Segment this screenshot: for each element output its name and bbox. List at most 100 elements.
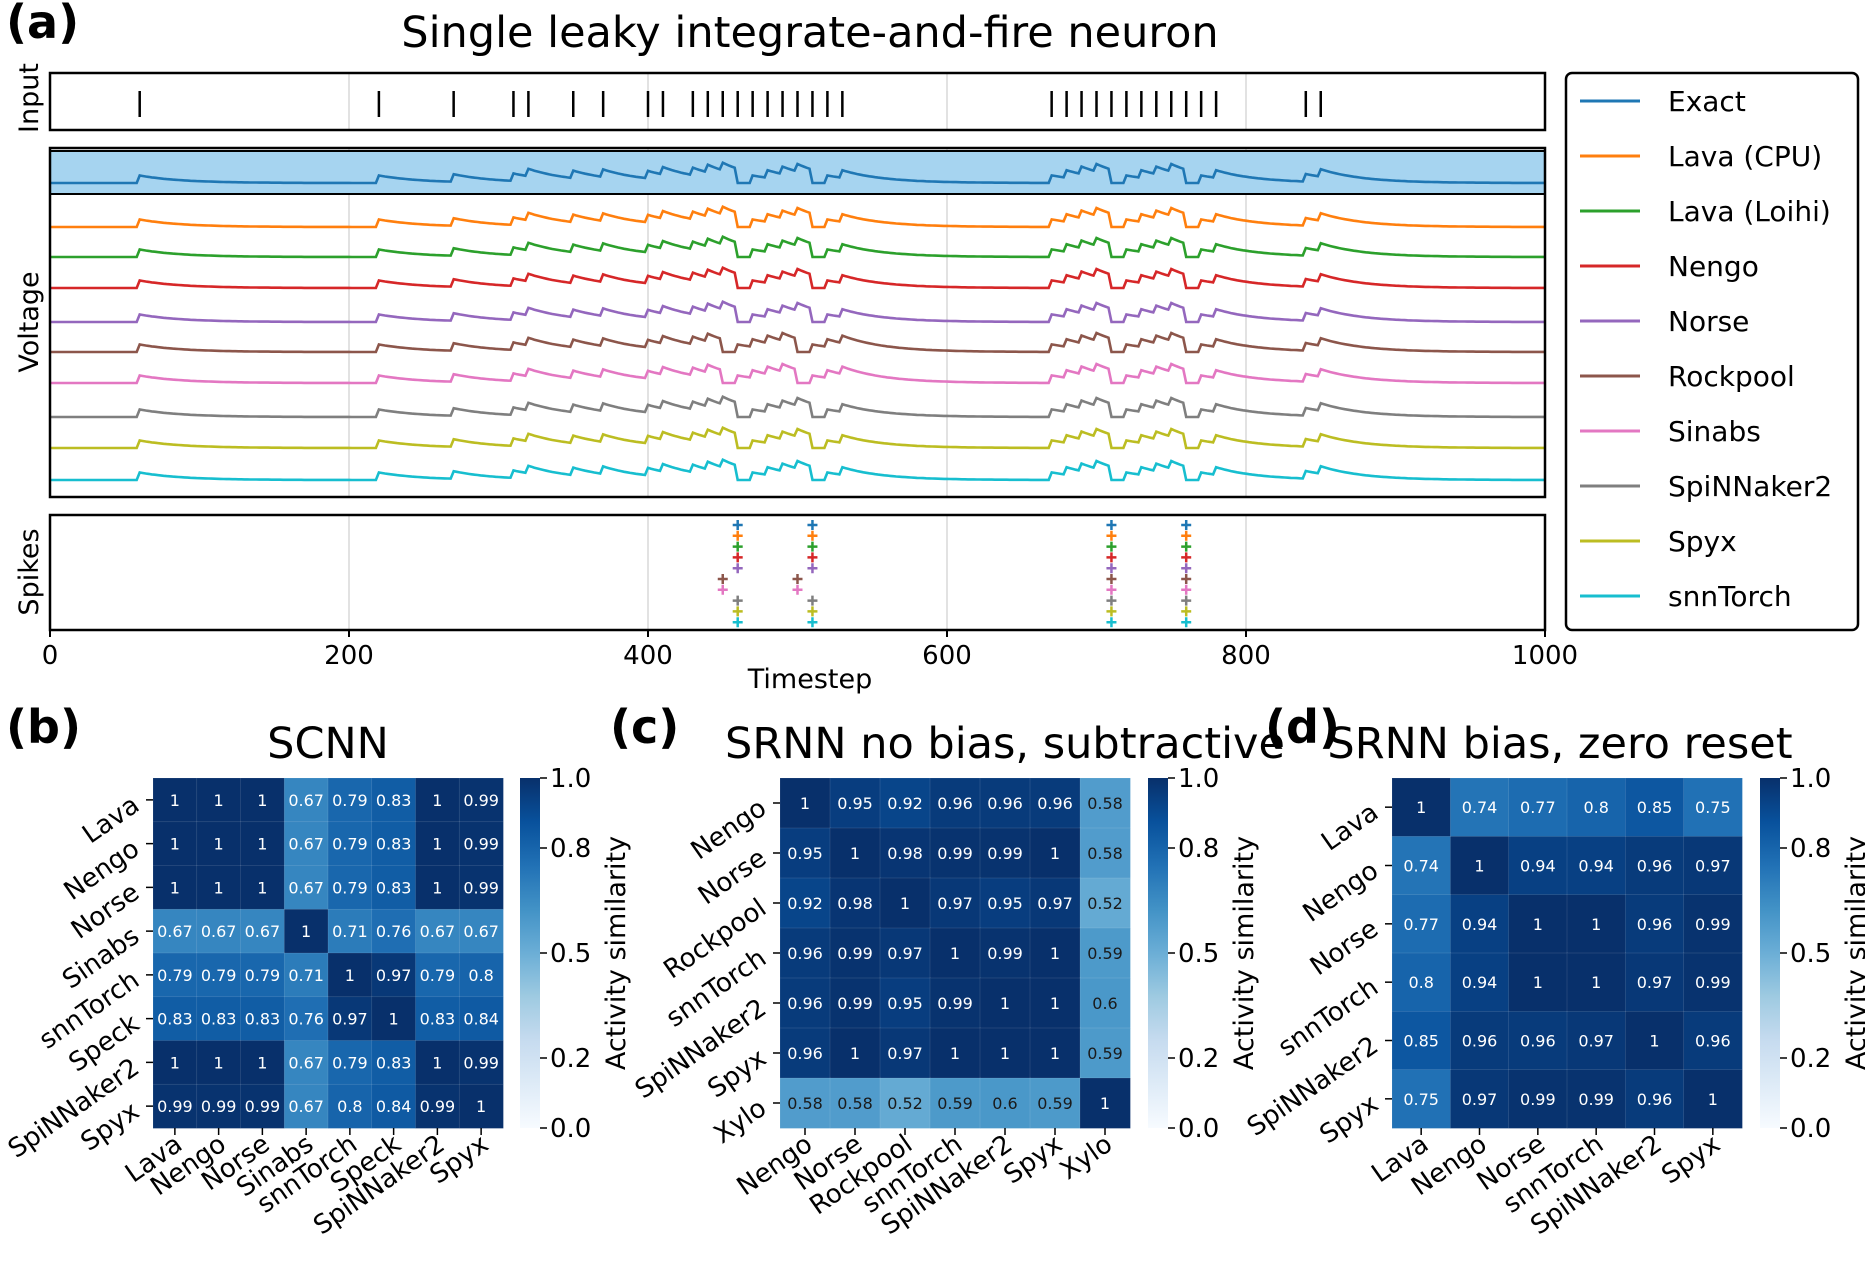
x-tick-label: Spyx bbox=[1656, 1129, 1725, 1190]
heatmap-cell bbox=[152, 952, 198, 998]
heatmap-cell-label: 0.52 bbox=[887, 1094, 923, 1113]
voltage-axes-frame bbox=[48, 146, 1547, 499]
heatmap-cell-label: 0.97 bbox=[1637, 973, 1673, 992]
heatmap-cell bbox=[829, 877, 881, 929]
heatmap-cell bbox=[879, 777, 931, 829]
colorbar-tick-label: 1.0 bbox=[550, 764, 591, 794]
heatmap-cell bbox=[929, 977, 981, 1029]
heatmap-cell-label: 1 bbox=[1050, 944, 1060, 963]
spike-marker-sinabs bbox=[717, 584, 728, 595]
heatmap-cell bbox=[458, 1083, 504, 1129]
heatmap-cell-label: 1 bbox=[1649, 1032, 1659, 1051]
panel-b-letter: (b) bbox=[6, 700, 81, 754]
spike-marker-lava-cpu bbox=[807, 530, 818, 541]
heatmap-cell bbox=[1079, 977, 1131, 1029]
colorbar-tick-label: 1.0 bbox=[1178, 764, 1219, 794]
heatmap-cell-label: 1 bbox=[170, 791, 180, 810]
heatmap-cell-label: 0.96 bbox=[1462, 1032, 1498, 1051]
heatmap-cell-label: 1 bbox=[1050, 1044, 1060, 1063]
heatmap-cell bbox=[879, 927, 931, 979]
heatmap-cell bbox=[1508, 1069, 1568, 1129]
colorbar-tick-label: 0.5 bbox=[1178, 939, 1219, 969]
spike-marker-lava-cpu bbox=[732, 530, 743, 541]
spike-marker-spyx bbox=[732, 606, 743, 617]
voltage-trace-exact bbox=[50, 160, 1545, 185]
heatmap-cell-label: 0.96 bbox=[937, 794, 973, 813]
colorbar-tick-label: 0.8 bbox=[1178, 834, 1219, 864]
heatmap-cell bbox=[1029, 777, 1081, 829]
heatmap-cell-label: 0.99 bbox=[463, 878, 499, 897]
heatmap-cell-label: 1 bbox=[432, 878, 442, 897]
heatmap-cell-label: 0.99 bbox=[1520, 1090, 1556, 1109]
y-tick-label: Lava bbox=[77, 790, 145, 850]
exact-band bbox=[50, 151, 1545, 194]
heatmap-cell bbox=[371, 1040, 417, 1085]
heatmap-cell bbox=[1450, 836, 1510, 896]
heatmap-cell bbox=[152, 1083, 198, 1129]
heatmap-cell-label: 1 bbox=[1050, 844, 1060, 863]
heatmap-cell-label: 0.84 bbox=[463, 1010, 499, 1029]
heatmap-cell-label: 1 bbox=[432, 791, 442, 810]
heatmap-cell-label: 0.77 bbox=[1520, 798, 1556, 817]
heatmap-cell bbox=[979, 977, 1031, 1029]
heatmap-cell bbox=[240, 908, 285, 954]
heatmap-cell bbox=[779, 827, 831, 879]
heatmap-cell bbox=[1625, 1011, 1685, 1071]
heatmap-cell-label: 1 bbox=[850, 1044, 860, 1063]
heatmap-cell bbox=[283, 952, 329, 998]
heatmap-cell bbox=[1450, 777, 1510, 838]
heatmap-cell bbox=[152, 908, 198, 954]
spike-marker-spyx bbox=[1181, 606, 1192, 617]
spike-marker-snntorch bbox=[807, 617, 818, 628]
heatmap-cell bbox=[929, 927, 981, 979]
heatmap-cell bbox=[1508, 894, 1568, 954]
heatmap-cell bbox=[1079, 927, 1131, 979]
colorbar-label: Activity similarity bbox=[1229, 836, 1260, 1070]
x-tick-label: 800 bbox=[1221, 641, 1271, 671]
heatmap-cell-label: 1 bbox=[170, 1053, 180, 1072]
colorbar-tick-label: 0.0 bbox=[1178, 1114, 1219, 1144]
y-tick-label: Spyx bbox=[1315, 1089, 1384, 1150]
x-tick-label: Xylo bbox=[1055, 1129, 1118, 1186]
output-spike-raster bbox=[48, 513, 1547, 632]
heatmap-cell-label: 0.96 bbox=[987, 794, 1023, 813]
spike-marker-rockpool bbox=[717, 574, 728, 584]
heatmap-cell bbox=[196, 908, 242, 954]
heatmap-cell-label: 1 bbox=[214, 835, 224, 854]
heatmap-cell-label: 1 bbox=[1416, 798, 1426, 817]
spike-marker-nengo bbox=[807, 552, 818, 563]
voltage-traces bbox=[48, 146, 1547, 499]
spike-marker-spinnaker2 bbox=[732, 595, 743, 606]
spike-marker-snntorch bbox=[1106, 617, 1117, 628]
legend-label-sinabs: Sinabs bbox=[1668, 415, 1761, 448]
heatmap-cell bbox=[196, 952, 242, 998]
voltage-ylabel: Voltage bbox=[14, 271, 45, 372]
heatmap-cell-label: 0.67 bbox=[288, 835, 324, 854]
heatmap-cell-label: 0.96 bbox=[1637, 1090, 1673, 1109]
spike-marker-lava-cpu bbox=[1181, 530, 1192, 541]
heatmap-cell-label: 0.83 bbox=[157, 1010, 193, 1029]
heatmap-cell-label: 0.92 bbox=[787, 894, 823, 913]
heatmap-cell-label: 1 bbox=[345, 966, 355, 985]
spike-marker-norse bbox=[732, 563, 743, 574]
heatmap-cell bbox=[1450, 952, 1510, 1013]
heatmap-cell bbox=[829, 777, 881, 829]
colorbar-label: Activity similarity bbox=[1841, 836, 1865, 1070]
heatmap-cell-label: 0.95 bbox=[987, 894, 1023, 913]
input-spike-raster bbox=[48, 71, 1547, 132]
heatmap-cell bbox=[371, 996, 417, 1042]
heatmap-cell-label: 0.58 bbox=[1087, 794, 1123, 813]
heatmap-cell bbox=[1029, 877, 1081, 929]
legend: Exact Lava (CPU) Lava (Loihi) Nengo Norse Roc… bbox=[1564, 71, 1860, 632]
heatmap-cell-label: 0.99 bbox=[420, 1097, 456, 1116]
heatmap-cell-label: 0.99 bbox=[1695, 915, 1731, 934]
heatmap-cell-label: 1 bbox=[257, 791, 267, 810]
spike-marker-spinnaker2 bbox=[807, 595, 818, 606]
heatmap-cell-label: 0.99 bbox=[1695, 973, 1731, 992]
heatmap-cell bbox=[1625, 836, 1685, 896]
heatmap-scnn: SCNN 1 1 1 0.67 0.79 0.83 1 0.99 1 1 1 0.67 0.79 0.83 1… bbox=[3, 719, 632, 1241]
heatmap-cell-label: 0.85 bbox=[1637, 798, 1673, 817]
heatmap-cell-label: 0.67 bbox=[463, 922, 499, 941]
heatmap-cell bbox=[1625, 777, 1685, 838]
heatmap-cell-label: 0.99 bbox=[463, 835, 499, 854]
